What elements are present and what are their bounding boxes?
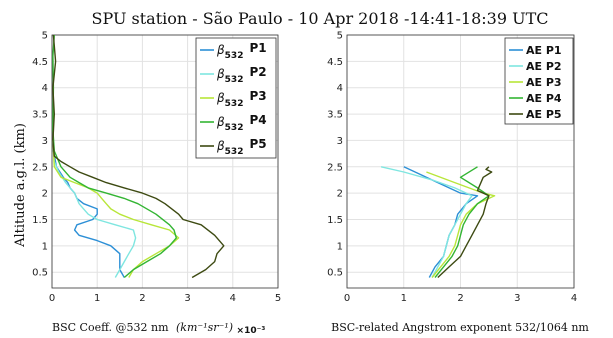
bsc-legend-label: β532 P5 [216, 137, 267, 157]
bsc-x-tick-label: 0 [49, 293, 55, 304]
legend-symbol: β [216, 43, 225, 57]
ae-x-tick-label: 4 [571, 293, 577, 304]
ae-y-tick-label: 1 [337, 241, 343, 252]
bsc-legend-label: β532 P1 [216, 41, 267, 61]
bsc-x-tick-label: 2 [139, 293, 145, 304]
bsc-y-tick-label: 3 [42, 136, 48, 147]
ae-series-line-ae-p4 [434, 166, 490, 278]
ae-legend-box [504, 37, 574, 125]
ae-y-tick-label: 5 [337, 31, 343, 42]
bsc-y-tick-label: 2.5 [32, 162, 48, 173]
ae-x-tick-label: 3 [514, 293, 520, 304]
bsc-y-tick-label: 5 [42, 31, 48, 42]
ae-y-tick-label: 2.5 [327, 162, 343, 173]
ae-y-tick-label: 4 [337, 83, 343, 94]
legend-series-name: P4 [249, 113, 266, 127]
ae-legend-label: AE P1 [526, 44, 562, 57]
bsc-series-line-p3 [52, 140, 180, 278]
bsc-x-axis-label-text: BSC Coeff. @532 nm [52, 321, 169, 334]
bsc-legend-label: β532 P2 [216, 65, 267, 85]
legend-series-name: P3 [249, 89, 266, 103]
bsc-x-tick-label: 1 [94, 293, 100, 304]
legend-symbol: β [216, 139, 225, 153]
bsc-y-tick-label: 4.5 [32, 57, 48, 68]
figure-title: SPU station - São Paulo - 10 Apr 2018 -1… [92, 9, 549, 28]
ae-legend-label: AE P3 [526, 76, 562, 89]
ae-y-tick-label: 1.5 [327, 215, 343, 226]
bsc-x-tick-label: 4 [230, 293, 236, 304]
bsc-x-tick-label: 5 [275, 293, 281, 304]
ae-legend-label: AE P4 [526, 92, 562, 105]
legend-symbol: β [216, 91, 225, 105]
legend-subscript: 532 [225, 147, 244, 157]
ae-y-tick-label: 0.5 [327, 268, 343, 279]
ae-series-line-ae-p2 [380, 166, 473, 278]
ae-legend-label: AE P2 [526, 60, 562, 73]
bsc-y-tick-label: 4 [42, 83, 48, 94]
legend-symbol: β [216, 115, 225, 129]
bsc-series-line-p5 [52, 34, 225, 279]
bsc-legend-label: β532 P4 [216, 113, 267, 133]
ae-x-tick-label: 0 [344, 293, 350, 304]
ae-y-tick-label: 3.5 [327, 110, 343, 121]
bsc-legend-label: β532 P3 [216, 89, 267, 109]
legend-series-name: P2 [249, 65, 266, 79]
bsc-y-tick-label: 3.5 [32, 110, 48, 121]
ae-y-tick-label: 2 [337, 189, 343, 200]
ae-x-tick-label: 1 [401, 293, 407, 304]
angstrom-x-axis-label: BSC-related Angstrom exponent 532/1064 n… [331, 321, 589, 334]
legend-subscript: 532 [225, 51, 244, 61]
ae-x-tick-label: 2 [457, 293, 463, 304]
bsc-series-line-p2 [52, 140, 137, 278]
ae-y-tick-label: 4.5 [327, 57, 343, 68]
bsc-x-axis-scale: ×10⁻³ [237, 326, 266, 336]
bsc-series-line-p4 [52, 34, 177, 279]
bsc-x-axis-units: (km⁻¹sr⁻¹) [176, 321, 233, 334]
legend-symbol: β [216, 67, 225, 81]
bsc-y-tick-label: 0.5 [32, 268, 48, 279]
bsc-x-tick-label: 3 [184, 293, 190, 304]
ae-axes-frame [346, 34, 575, 289]
legend-subscript: 532 [225, 123, 244, 133]
ae-series-line-ae-p5 [437, 166, 493, 279]
ae-legend: AE P1 AE P2 AE P3 AE P4 AE P5 [504, 37, 574, 125]
bsc-axes-frame [51, 34, 279, 289]
ae-y-tick-label: 3 [337, 136, 343, 147]
bsc-series-line-p1 [52, 140, 125, 278]
legend-subscript: 532 [225, 99, 244, 109]
y-axis-label: Altitude a.g.l. (km) [13, 123, 28, 248]
bsc-panel: 0 1 2 3 4 50.511.522.533.544.55β532P1β532P2β5… [32, 31, 281, 305]
legend-series-name: P1 [249, 41, 266, 55]
ae-legend-label: AE P5 [526, 108, 562, 121]
angstrom-panel: 0 1 2 3 4 0.5 1 1.5 2 2.5 3 3.5 4 4.5 5 AE P1 AE P2 AE P3… [327, 31, 577, 305]
legend-subscript: 532 [225, 75, 244, 85]
bsc-x-axis-label: BSC Coeff. @532 nm (km⁻¹sr⁻¹) ×10⁻³ [52, 321, 265, 336]
bsc-y-tick-label: 1.5 [32, 215, 48, 226]
bsc-y-tick-label: 2 [42, 189, 48, 200]
legend-series-name: P5 [249, 137, 266, 151]
bsc-y-tick-label: 1 [42, 241, 48, 252]
